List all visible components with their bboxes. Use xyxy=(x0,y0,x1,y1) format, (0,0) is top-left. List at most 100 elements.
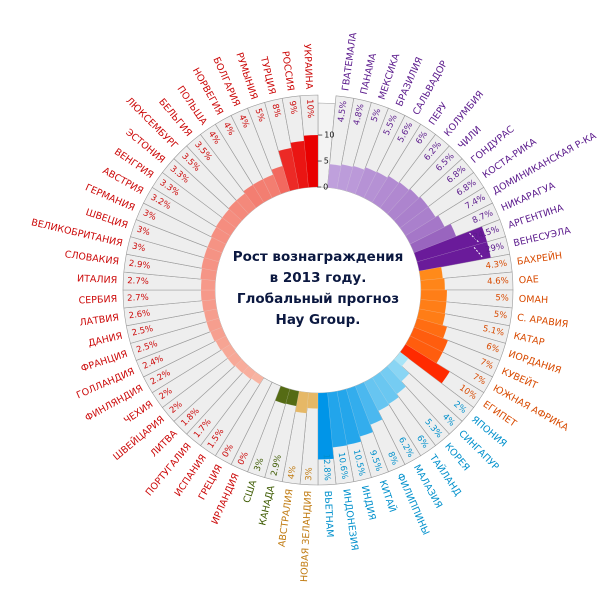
bar xyxy=(363,377,390,412)
bar xyxy=(290,140,309,189)
bar xyxy=(354,381,383,426)
bar xyxy=(203,308,220,322)
bar xyxy=(420,278,446,291)
axis-tick-label: 10 xyxy=(324,131,334,140)
value-label: 3% xyxy=(131,241,146,254)
axis-break-mark xyxy=(473,247,483,258)
bar xyxy=(215,217,237,237)
country-label: США xyxy=(242,478,260,504)
country-label: РОССИЯ xyxy=(279,50,295,91)
value-label: 8% xyxy=(385,450,400,466)
value-label: 4.8% xyxy=(352,103,367,126)
bar xyxy=(228,200,249,221)
value-label: 5.1% xyxy=(482,324,505,339)
value-label: 12.8% xyxy=(321,454,332,481)
country-label: КАНАДА xyxy=(257,484,277,527)
value-label: 2.7% xyxy=(127,276,149,287)
country-label: ИНДОНЕЗИЯ xyxy=(340,488,359,551)
bar xyxy=(387,359,410,382)
bar xyxy=(420,289,448,303)
country-label: С. АРАВИЯ xyxy=(516,312,569,330)
value-label: 29% xyxy=(484,241,505,255)
value-label: 4% xyxy=(236,113,251,129)
bars xyxy=(200,134,492,460)
value-label: 2.9% xyxy=(269,454,284,477)
title-line: Глобальный прогноз xyxy=(236,291,400,307)
country-label: СЛОВАКИЯ xyxy=(64,249,120,267)
value-label: 10.6% xyxy=(336,452,350,480)
value-label: 2.9% xyxy=(128,259,151,272)
bar xyxy=(419,266,444,281)
bar xyxy=(285,388,300,407)
country-label: ИНДИЯ xyxy=(359,484,378,521)
country-label: ГВАТЕМАЛА xyxy=(340,31,359,91)
value-label: 8% xyxy=(269,103,282,118)
bar xyxy=(413,226,488,263)
value-label: 9% xyxy=(287,100,299,115)
country-label: ТУРЦИЯ xyxy=(258,55,278,96)
value-label: 4.5% xyxy=(336,100,349,123)
bar xyxy=(306,392,319,409)
value-label: 0% xyxy=(236,450,251,466)
axis-break-mark xyxy=(469,232,480,243)
title-line: Hay Group. xyxy=(275,312,361,328)
bar xyxy=(242,365,257,380)
value-label: 4.3% xyxy=(485,259,508,272)
bar xyxy=(416,241,492,272)
value-label: 2.5% xyxy=(131,324,154,339)
country-label: ОМАН xyxy=(519,294,549,306)
value-label: 10% xyxy=(304,99,315,118)
bar xyxy=(303,134,319,188)
bar xyxy=(262,174,282,199)
country-label: ШВЕЦИЯ xyxy=(84,207,129,231)
value-label: 7% xyxy=(478,357,494,372)
country-label: ДАНИЯ xyxy=(87,331,123,350)
axis-tick-label: 5 xyxy=(324,157,329,166)
bar xyxy=(200,278,216,291)
bar xyxy=(200,289,216,302)
bar xyxy=(201,257,220,272)
country-label: КИТАЙ xyxy=(377,479,399,514)
bar xyxy=(393,196,429,229)
bar xyxy=(393,351,409,367)
value-label: 5% xyxy=(493,310,508,322)
value-label: 4% xyxy=(287,465,299,480)
country-label: ЮЖНАЯ АФРИКА xyxy=(491,383,571,434)
title-line: в 2013 году. xyxy=(269,270,367,286)
country-label: ВЬЕТНАМ xyxy=(322,491,335,538)
bar xyxy=(399,343,451,384)
value-label: 3% xyxy=(253,457,267,473)
bar xyxy=(203,246,223,263)
value-label: 6% xyxy=(485,342,501,356)
bar xyxy=(227,351,243,367)
country-label: ВЕНЕСУЭЛА xyxy=(512,225,572,249)
bar xyxy=(336,388,362,446)
center-circle xyxy=(218,190,418,390)
bar xyxy=(210,226,231,245)
country-label: КАТАР xyxy=(512,331,545,349)
value-axis: 0 5 10 xyxy=(317,131,334,192)
country-label: АВСТРАЛИЯ xyxy=(277,488,296,547)
bar xyxy=(295,391,309,414)
value-label: 5% xyxy=(253,107,267,123)
bar xyxy=(379,365,407,395)
value-label: 4.6% xyxy=(487,276,509,287)
country-label: ИТАЛИЯ xyxy=(77,273,118,286)
bar xyxy=(345,165,365,195)
bar xyxy=(317,392,334,460)
country-label: СЕРБИЯ xyxy=(78,294,117,307)
bar xyxy=(363,171,388,203)
bar xyxy=(271,165,291,195)
country-label: ОАЕ xyxy=(519,274,539,286)
value-label: 5% xyxy=(370,107,384,123)
bar xyxy=(206,317,223,333)
value-label: 2.7% xyxy=(127,293,149,304)
country-label: ЛАТВИЯ xyxy=(79,312,120,328)
value-label: 2.6% xyxy=(128,308,151,321)
bar xyxy=(409,326,449,353)
value-label: 3% xyxy=(304,467,315,481)
country-label: ПЕРУ xyxy=(427,101,450,128)
country-label: ПАНАМА xyxy=(359,52,379,96)
bar xyxy=(387,188,420,221)
